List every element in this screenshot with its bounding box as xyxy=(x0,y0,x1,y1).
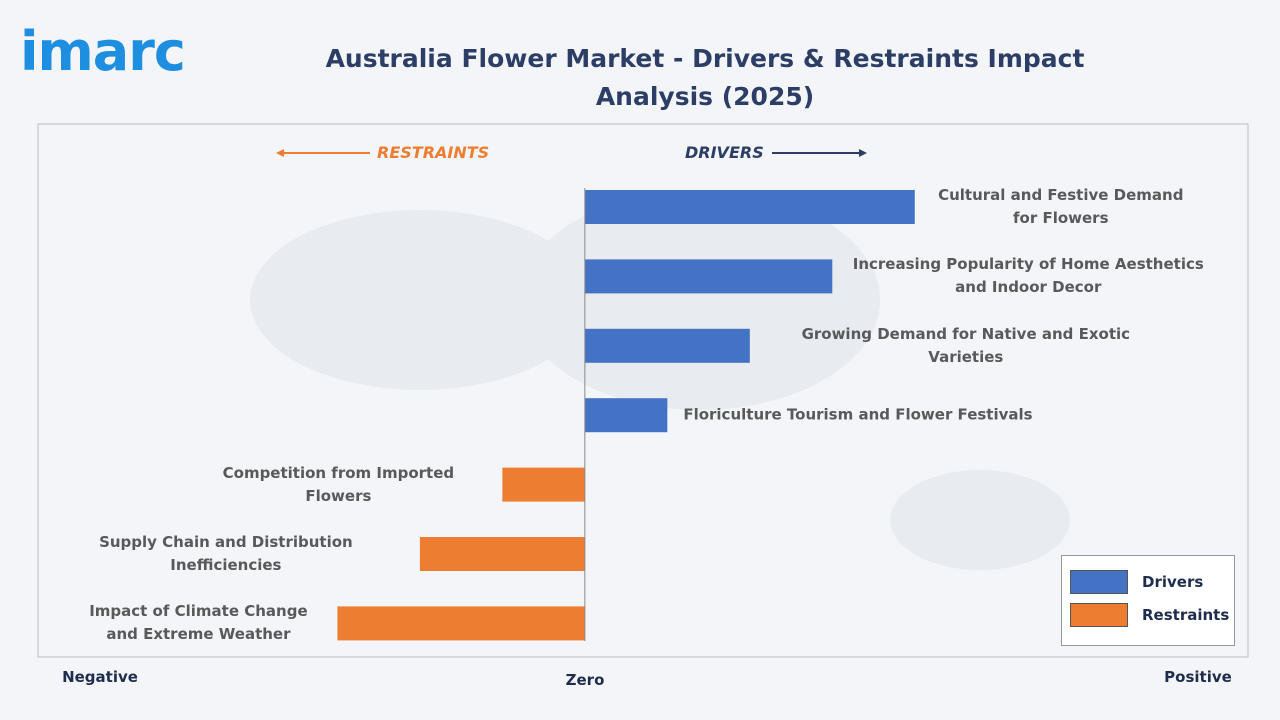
chart-title: Australia Flower Market - Drivers & Rest… xyxy=(325,44,1085,111)
arrow-head xyxy=(859,149,867,157)
annotation: DRIVERS xyxy=(685,143,764,162)
bar xyxy=(502,467,585,502)
legend-label: Drivers xyxy=(1142,573,1204,591)
legend-swatch xyxy=(1070,570,1128,594)
arrow-head xyxy=(276,149,284,157)
annotation: RESTRAINTS xyxy=(377,143,490,162)
bar xyxy=(419,537,585,571)
axis-label: Zero xyxy=(565,671,605,689)
legend-entry: Restraints xyxy=(1070,603,1229,627)
category-label: Impact of Climate Change and Extreme Wea… xyxy=(89,602,308,644)
bar xyxy=(584,328,750,363)
bar xyxy=(584,259,833,294)
category-label: Floriculture Tourism and Flower Festival… xyxy=(683,405,1033,424)
legend-swatch xyxy=(1070,603,1128,627)
category-label: Growing Demand for Native and Exotic Var… xyxy=(801,324,1131,366)
category-label: Cultural and Festive Demand for Flowers xyxy=(938,186,1184,227)
map-shape xyxy=(250,210,590,390)
category-label: Increasing Popularity of Home Aesthetics… xyxy=(852,255,1204,297)
bar xyxy=(584,190,915,224)
bar xyxy=(584,398,668,433)
axis-label: Negative xyxy=(62,668,138,686)
category-label: Supply Chain and Distribution Inefficien… xyxy=(99,533,353,574)
logo: imarc xyxy=(20,20,186,83)
legend-entry: Drivers xyxy=(1070,570,1203,594)
category-label: Competition from Imported Flowers xyxy=(222,463,455,505)
legend: Drivers Restraints xyxy=(1061,555,1235,646)
map-shape xyxy=(890,470,1070,570)
bar xyxy=(337,606,585,641)
legend-label: Restraints xyxy=(1142,606,1230,624)
axis-label: Positive xyxy=(1164,668,1232,686)
